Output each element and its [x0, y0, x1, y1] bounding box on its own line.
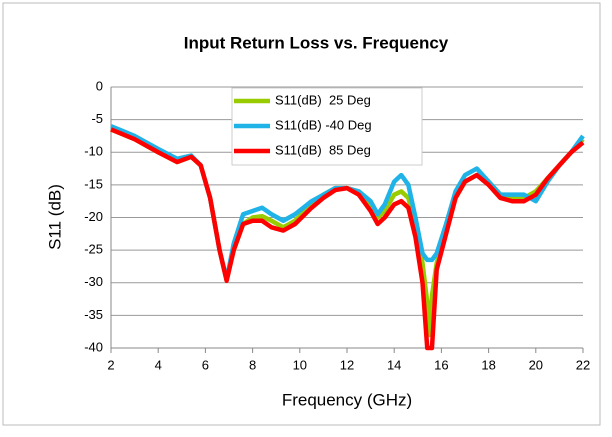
y-tick-label: -10 — [84, 144, 103, 159]
x-tick-label: 6 — [202, 357, 209, 372]
y-tick-label: -5 — [91, 111, 103, 126]
x-tick-label: 8 — [249, 357, 256, 372]
y-tick-label: -35 — [84, 307, 103, 322]
y-tick-label: 0 — [96, 78, 103, 93]
series-line — [110, 127, 585, 351]
legend-label: S11(dB) -40 Deg — [275, 117, 372, 132]
legend-label: S11(dB) 85 Deg — [275, 142, 371, 157]
y-tick-label: -15 — [84, 176, 103, 191]
y-tick-label: -40 — [84, 339, 103, 354]
x-axis-label: Frequency (GHz) — [282, 390, 412, 409]
x-tick-label: 16 — [434, 357, 448, 372]
y-tick-label: -20 — [84, 209, 103, 224]
y-tick-label: -25 — [84, 242, 103, 257]
x-tick-label: 14 — [387, 357, 401, 372]
x-tick-label: 22 — [576, 357, 590, 372]
x-tick-label: 12 — [340, 357, 354, 372]
x-tick-label: 20 — [529, 357, 543, 372]
x-tick-label: 10 — [293, 357, 307, 372]
chart-title: Input Return Loss vs. Frequency — [184, 33, 449, 52]
x-tick-label: 4 — [155, 357, 162, 372]
x-tick-label: 18 — [481, 357, 495, 372]
x-tick-label: 2 — [107, 357, 114, 372]
y-axis-label: S11 (dB) — [45, 184, 64, 250]
legend-label: S11(dB) 25 Deg — [275, 92, 371, 107]
y-tick-label: -30 — [84, 274, 103, 289]
